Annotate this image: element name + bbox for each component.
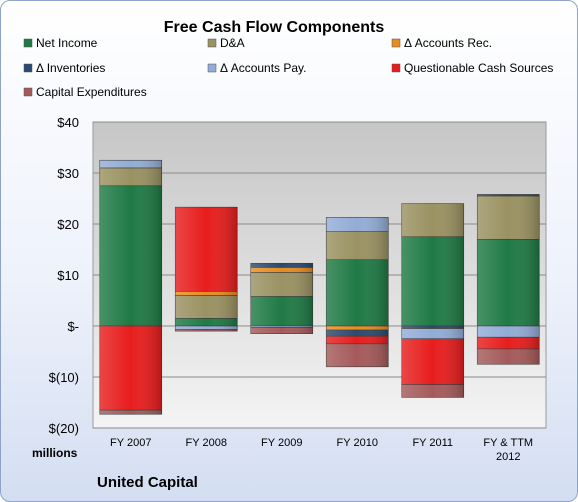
x-tick-label: FY 2011 [412, 437, 453, 449]
y-units-label: millions [32, 446, 78, 460]
y-tick-label: $(20) [49, 421, 79, 436]
bar-segment-shading [250, 327, 313, 334]
chart-legend: Net Income D&A Δ Accounts Rec. Δ Inventorie… [23, 36, 553, 99]
bar-segment-shading [250, 267, 313, 273]
bar-segment-shading [99, 326, 162, 411]
bar-segment-shading [326, 217, 389, 232]
legend-label-d-a: D&A [220, 36, 245, 50]
x-tick-label: FY 2009 [261, 437, 302, 449]
legend-label-capital-expenditures: Capital Expenditures [36, 85, 147, 99]
bar-segment-shading [175, 318, 238, 326]
gridlines [93, 121, 546, 429]
bar-segment-shading [99, 185, 162, 326]
bar-segment-shading [326, 330, 389, 337]
y-tick-label: $20 [57, 217, 79, 232]
x-tick-label: FY 2010 [337, 437, 378, 449]
legend-swatch-net-income [23, 38, 33, 48]
legend-swatch-accounts-pay [207, 63, 217, 73]
bar-segment-shading [250, 263, 313, 268]
y-tick-label: $40 [57, 115, 79, 130]
bar-segment-shading [401, 328, 464, 339]
y-tick-label: $10 [57, 268, 79, 283]
x-tick-label: FY 2007 [110, 437, 151, 449]
bar-segment-shading [99, 410, 162, 415]
bar-segment-shading [401, 326, 464, 329]
legend-swatch-capital-expenditures [23, 87, 33, 97]
bar-segment-shading [477, 348, 540, 365]
legend-label-questionable-cash-sources: Questionable Cash Sources [404, 61, 553, 75]
bar-segment-shading [250, 272, 313, 297]
bar-segment-shading [401, 203, 464, 237]
x-tick-label: FY & TTM 2012 [483, 437, 533, 463]
bar-segment-shading [477, 337, 540, 349]
bar-segment-shading [401, 384, 464, 398]
bar-segment-shading [326, 326, 389, 331]
bar-segment-shading [326, 336, 389, 344]
legend-label-accounts-rec: Δ Accounts Rec. [404, 36, 492, 50]
y-tick-label: $(10) [49, 370, 79, 385]
legend-label-accounts-pay: Δ Accounts Pay. [220, 61, 307, 75]
bar-segment-shading [99, 160, 162, 168]
legend-swatch-inventories [23, 63, 33, 73]
bar-segment-shading [175, 295, 238, 319]
legend-swatch-questionable-cash-sources [391, 63, 401, 73]
bar-segment-shading [401, 338, 464, 385]
bar-segment-shading [401, 236, 464, 326]
x-axis: FY 2007 FY 2008 FY 2009 FY 2010 FY 2011 FY & … [110, 437, 533, 463]
bar-segment-shading [175, 326, 238, 330]
legend-label-net-income: Net Income [36, 36, 98, 50]
bar-segment-shading [326, 259, 389, 326]
bar-segment-shading [477, 326, 540, 338]
legend-label-inventories: Δ Inventories [36, 61, 105, 75]
legend-swatch-accounts-rec [391, 38, 401, 48]
bar-segment-shading [175, 291, 238, 296]
bar-segment-shading [326, 343, 389, 367]
y-tick-label: $- [67, 319, 79, 334]
x-tick-label: FY 2008 [186, 437, 227, 449]
bar-segment-shading [477, 239, 540, 326]
brand-label: United Capital [97, 474, 198, 491]
legend-swatch-d-a [207, 38, 217, 48]
chart-title: Free Cash Flow Components [164, 19, 385, 36]
bar-segment-shading [250, 296, 313, 326]
bar-segment-shading [326, 231, 389, 260]
y-axis: $40 $30 $20 $10 $- $(10) $(20) [49, 115, 79, 436]
bar-segment-shading [477, 194, 540, 196]
y-tick-label: $30 [57, 166, 79, 181]
bar-segment-shading [477, 195, 540, 240]
bar-segment-shading [175, 329, 238, 332]
bar-segment-shading [99, 167, 162, 186]
bar-group [99, 159, 540, 415]
bar-segment-shading [175, 207, 238, 292]
bar-segment-shading [250, 326, 313, 328]
